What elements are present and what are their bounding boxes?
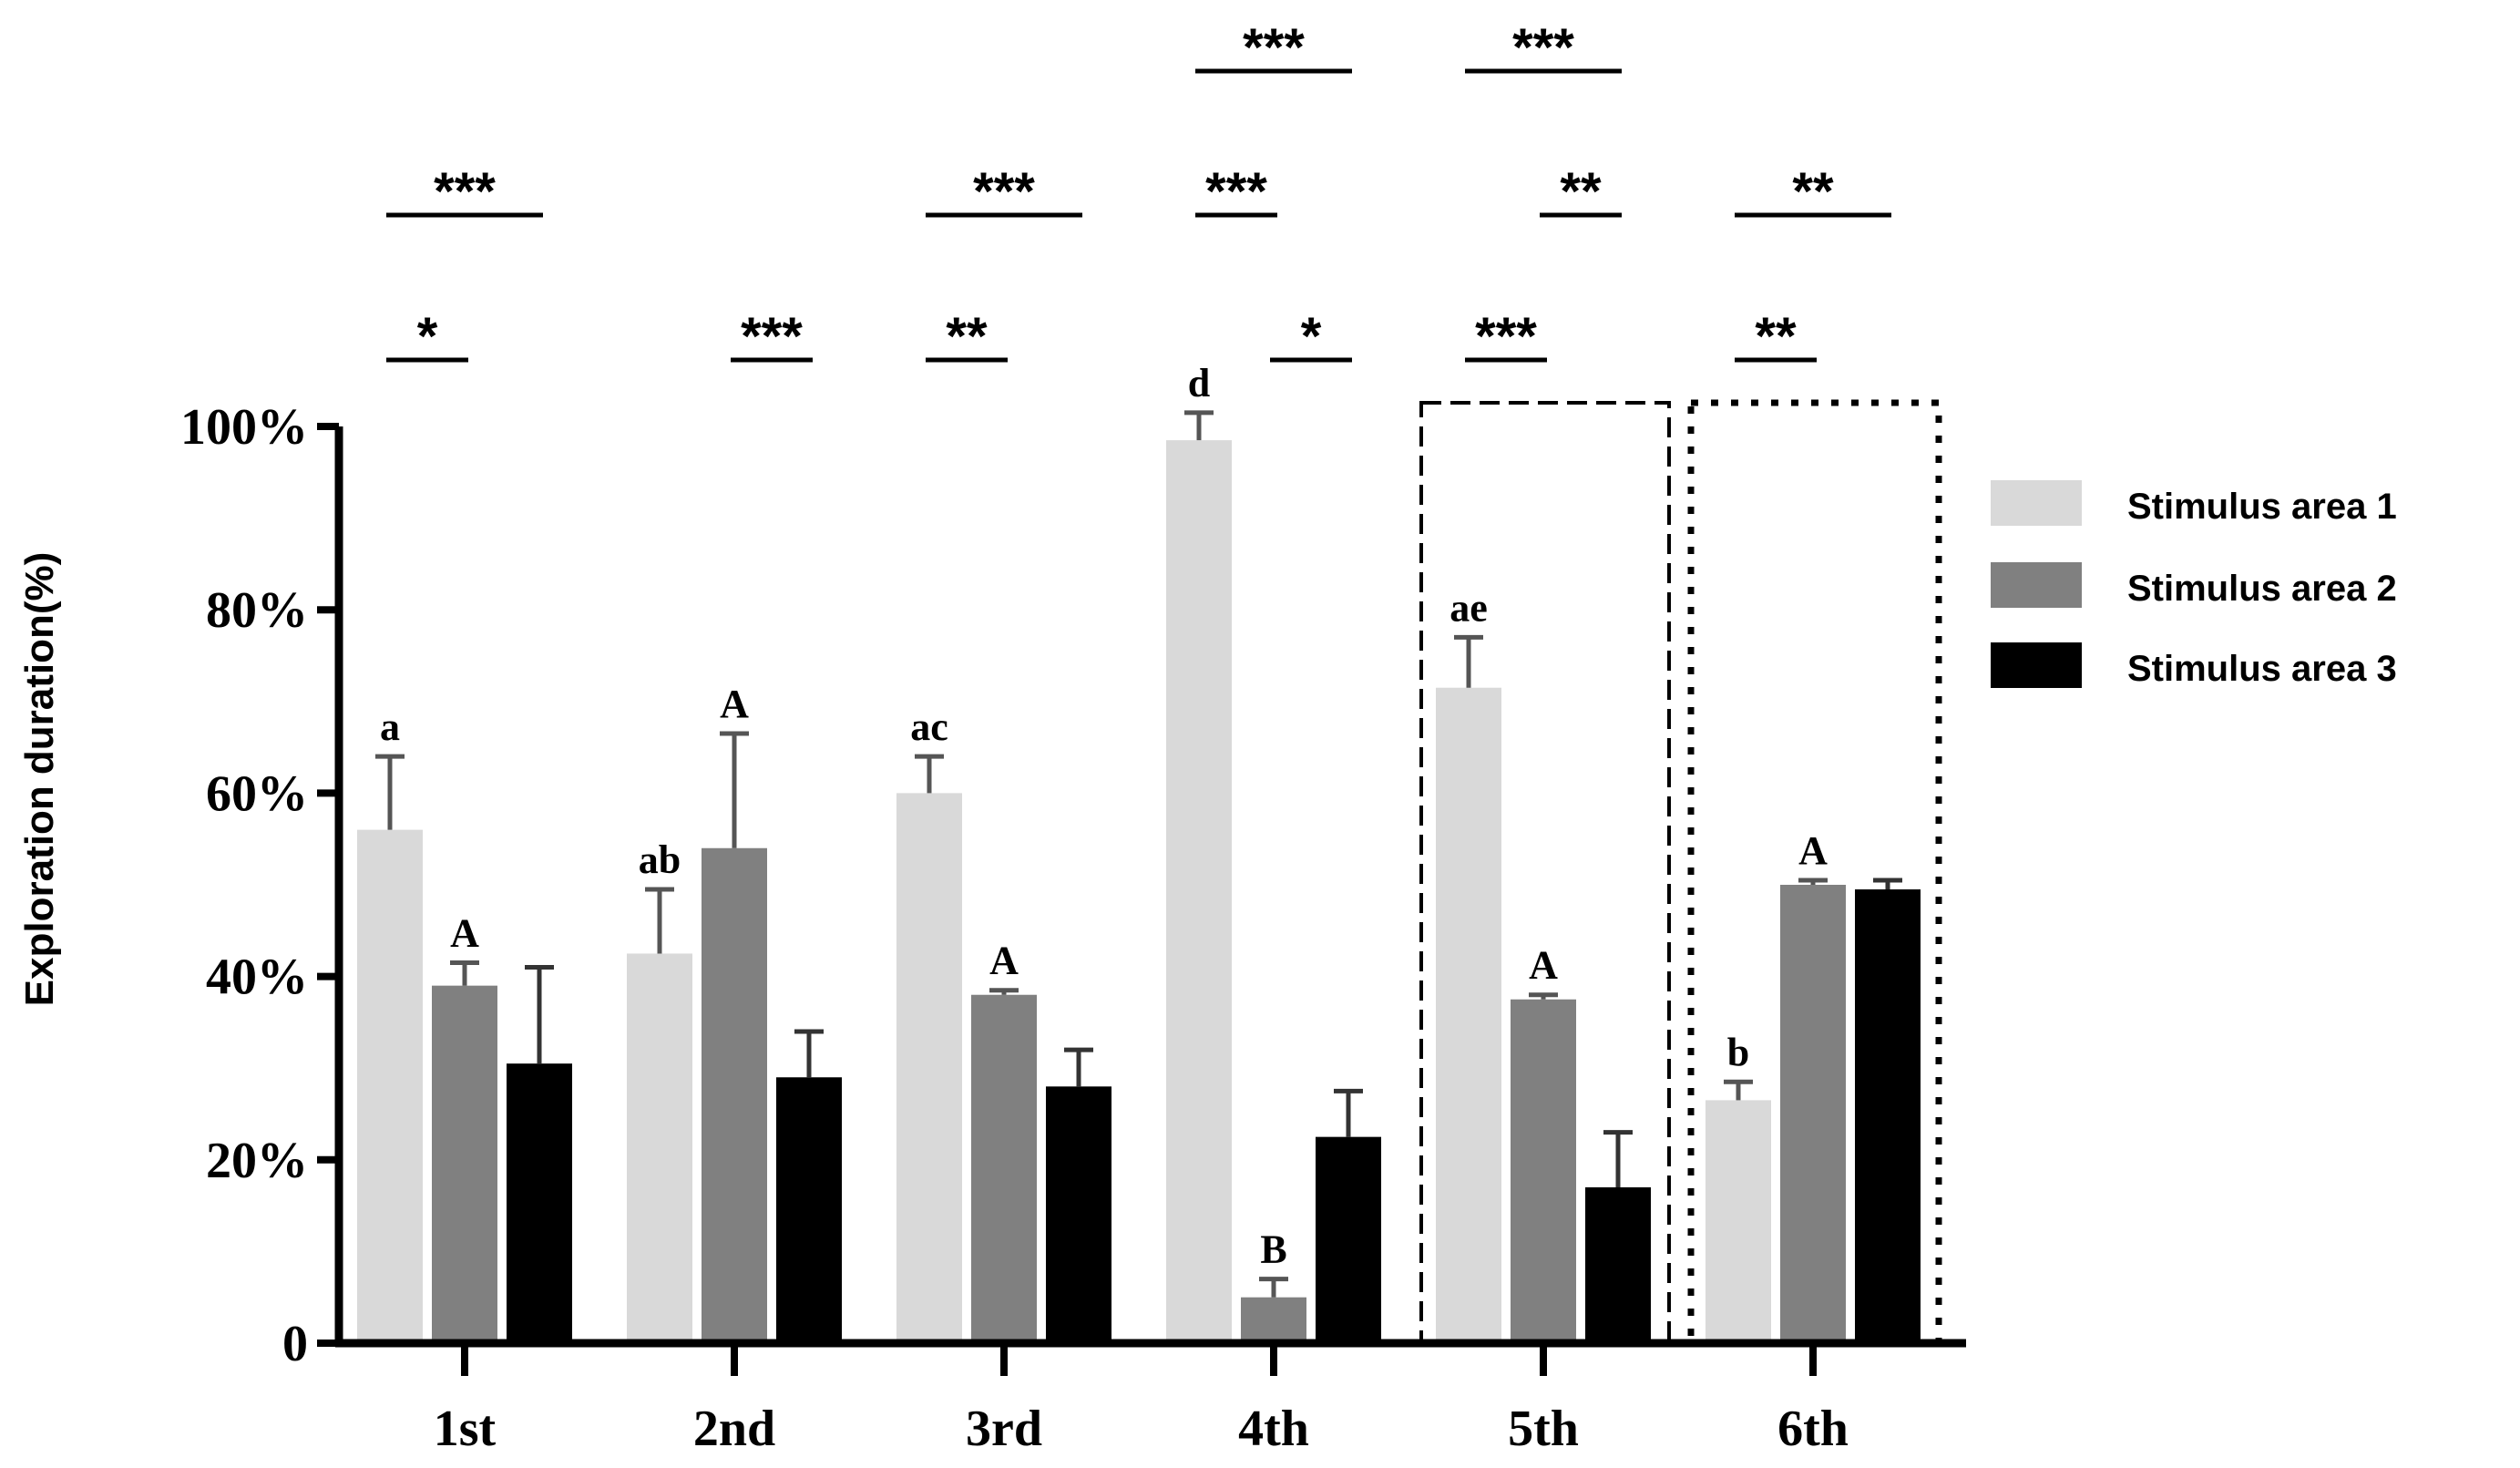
significance-stars: ** bbox=[1792, 162, 1834, 221]
legend-label: Stimulus area 3 bbox=[2127, 649, 2397, 689]
significance-letter: A bbox=[989, 939, 1019, 983]
highlight-box-dotted bbox=[1687, 399, 1942, 1347]
bar bbox=[1166, 440, 1232, 1344]
bar bbox=[702, 847, 767, 1343]
significance-stars: *** bbox=[1243, 18, 1305, 77]
bar bbox=[507, 1063, 572, 1343]
y-tick-label: 40% bbox=[206, 950, 308, 1006]
y-tick-label: 80% bbox=[206, 582, 308, 639]
significance-letter: ab bbox=[639, 837, 681, 882]
significance-stars: ** bbox=[1560, 162, 1602, 221]
significance-letter: ac bbox=[910, 704, 948, 749]
legend-swatch bbox=[1991, 480, 2082, 526]
x-tick-label: 4th bbox=[1238, 1401, 1309, 1457]
bar bbox=[1046, 1086, 1111, 1343]
significance-stars: * bbox=[417, 307, 438, 366]
y-tick-label: 20% bbox=[206, 1133, 308, 1189]
significance-stars: *** bbox=[434, 162, 496, 221]
x-tick-label: 6th bbox=[1777, 1401, 1849, 1457]
bar bbox=[627, 953, 692, 1343]
bar bbox=[1780, 885, 1846, 1343]
bar bbox=[1316, 1136, 1381, 1343]
bar bbox=[1511, 999, 1576, 1343]
bar bbox=[896, 793, 962, 1343]
bar bbox=[1585, 1186, 1651, 1343]
highlight-box-dashed bbox=[1419, 401, 1671, 1345]
y-axis-title: Exploration duration(%) bbox=[17, 552, 62, 1007]
significance-letter: A bbox=[720, 682, 749, 726]
significance-letter: A bbox=[1798, 828, 1828, 873]
significance-stars: *** bbox=[1512, 18, 1574, 77]
legend-swatch bbox=[1991, 642, 2082, 688]
x-tick-label: 1st bbox=[434, 1401, 497, 1457]
significance-stars: ** bbox=[1755, 307, 1797, 366]
x-tick-label: 5th bbox=[1508, 1401, 1579, 1457]
legend-label: Stimulus area 2 bbox=[2127, 569, 2397, 609]
y-tick-label: 100% bbox=[180, 399, 308, 456]
x-tick-label: 3rd bbox=[966, 1401, 1042, 1457]
legend-swatch bbox=[1991, 562, 2082, 608]
significance-stars: * bbox=[1301, 307, 1322, 366]
bar bbox=[357, 829, 423, 1343]
significance-stars: *** bbox=[1475, 307, 1537, 366]
bar bbox=[971, 994, 1037, 1343]
legend-label: Stimulus area 1 bbox=[2127, 487, 2397, 527]
bar bbox=[432, 985, 497, 1343]
bar bbox=[776, 1077, 842, 1343]
significance-stars: *** bbox=[973, 162, 1035, 221]
significance-stars: *** bbox=[741, 307, 803, 366]
significance-letter: ae bbox=[1450, 585, 1488, 630]
significance-letter: A bbox=[1529, 943, 1558, 988]
significance-letter: B bbox=[1260, 1227, 1286, 1272]
bar bbox=[1436, 687, 1501, 1343]
significance-letter: a bbox=[380, 704, 400, 749]
significance-letter: d bbox=[1188, 361, 1210, 405]
y-tick-label: 0 bbox=[282, 1316, 308, 1372]
significance-stars: *** bbox=[1205, 162, 1267, 221]
significance-letter: A bbox=[450, 911, 479, 956]
bar bbox=[1241, 1297, 1306, 1343]
y-tick-label: 60% bbox=[206, 765, 308, 822]
significance-stars: ** bbox=[946, 307, 988, 366]
bar bbox=[1706, 1100, 1771, 1343]
significance-letter: b bbox=[1727, 1030, 1749, 1074]
bar bbox=[1855, 889, 1921, 1343]
x-tick-label: 2nd bbox=[693, 1401, 775, 1457]
